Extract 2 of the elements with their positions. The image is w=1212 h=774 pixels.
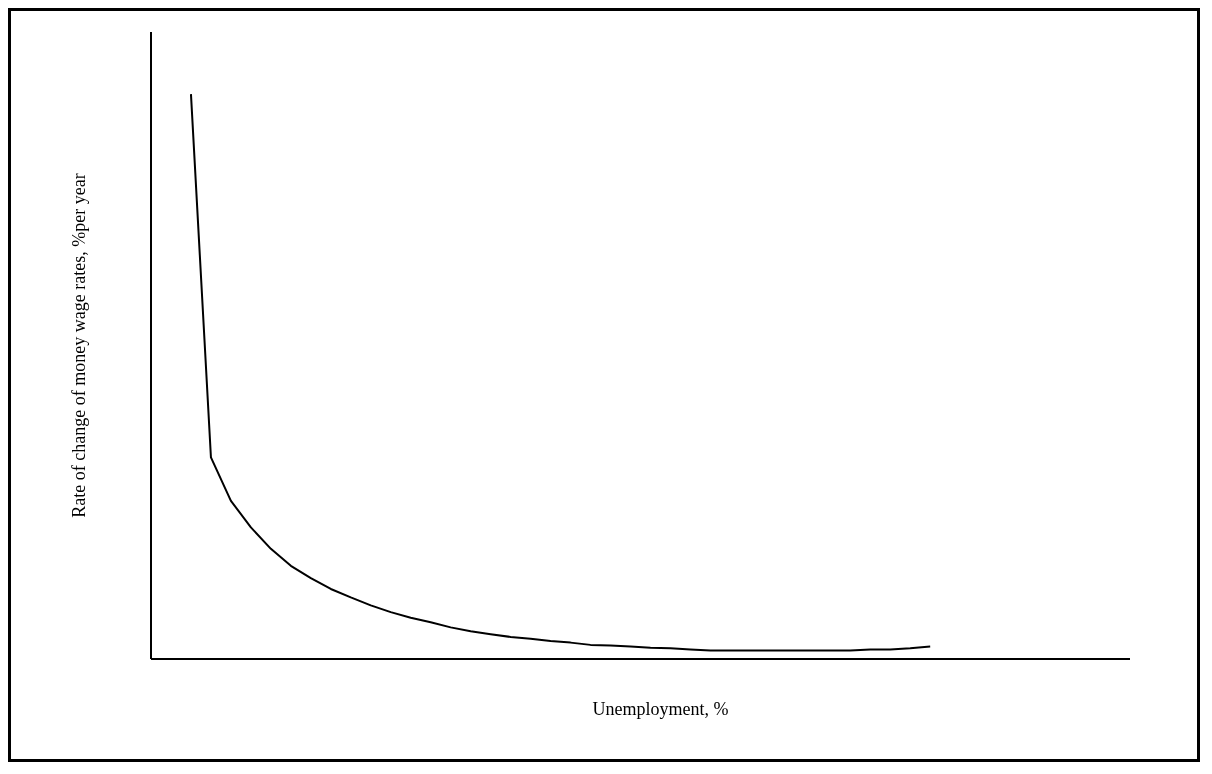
y-axis-title: Rate of change of money wage rates, %per year [69, 173, 90, 518]
x-axis-title: Unemployment, % [592, 699, 729, 719]
